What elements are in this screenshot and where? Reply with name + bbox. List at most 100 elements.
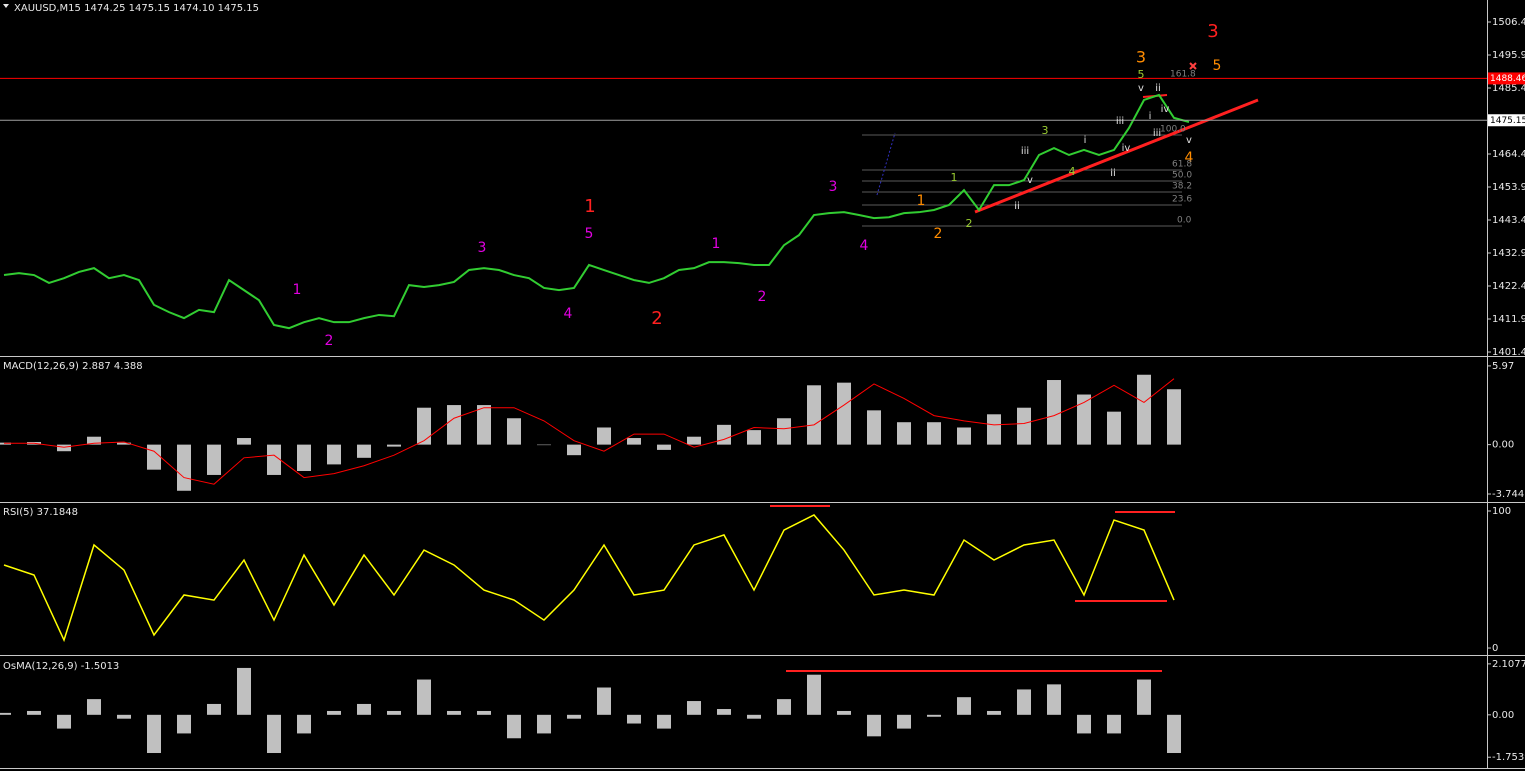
histogram-bar <box>567 714 581 719</box>
wave-label: 4 <box>1185 150 1194 166</box>
wave-label: 3 <box>478 240 487 256</box>
histogram-bar <box>927 714 941 717</box>
y-tick-label: 2.1077 <box>1492 659 1525 670</box>
histogram-bar <box>867 714 881 737</box>
trend-line <box>974 98 1259 214</box>
histogram-bar <box>147 714 161 754</box>
y-tick-label: 1422.41 <box>1492 281 1525 292</box>
wave-label: v <box>1186 135 1192 146</box>
histogram-bar <box>1077 714 1091 734</box>
y-tick-label: 1432.91 <box>1492 248 1525 259</box>
histogram-bar <box>267 444 281 475</box>
histogram-bar <box>327 710 341 715</box>
histogram-bar <box>927 422 941 445</box>
target-marker <box>1189 62 1197 70</box>
histogram-bar <box>687 436 701 445</box>
histogram-bar <box>747 714 761 719</box>
histogram-bar <box>117 714 131 719</box>
histogram-bar <box>477 710 491 715</box>
histogram-bar <box>447 710 461 715</box>
histogram-bar <box>987 414 1001 445</box>
y-tick-label: 5.97 <box>1492 361 1514 372</box>
histogram-bar <box>987 710 1001 715</box>
wave-label: 4 <box>1069 165 1076 178</box>
histogram-bar <box>657 714 671 729</box>
histogram-bar <box>267 714 281 754</box>
histogram-bar <box>807 674 821 715</box>
wave-label: i <box>1084 135 1087 146</box>
wave-label: v <box>1027 175 1033 186</box>
series-line <box>3 514 1175 643</box>
wave-label: 3 <box>829 179 838 195</box>
series-line <box>3 93 1190 330</box>
wave-label: v <box>1138 83 1144 94</box>
fib-label: 23.6 <box>1172 195 1192 205</box>
wave-label: ii <box>1155 83 1161 94</box>
price-tag-label: 1475.15 <box>1490 116 1525 126</box>
histogram-bar <box>237 667 251 715</box>
histogram-bar <box>627 714 641 724</box>
histogram-bar <box>357 444 371 458</box>
histogram-bar <box>117 442 131 445</box>
histogram-bar <box>447 405 461 445</box>
fib-label: 0.0 <box>1177 216 1192 226</box>
histogram-bar <box>207 703 221 715</box>
histogram-bar <box>0 712 11 715</box>
histogram-bar <box>387 444 401 447</box>
wave-label: ii <box>1014 201 1020 212</box>
histogram-bar <box>297 714 311 734</box>
histogram-bar <box>777 699 791 715</box>
wave-label: i <box>1149 111 1152 122</box>
marker-stroke <box>1189 62 1197 70</box>
histogram-bar <box>357 703 371 715</box>
wave-label: iii <box>1116 116 1124 127</box>
histogram-bar <box>717 424 731 445</box>
fib-label: 161.8 <box>1170 70 1196 80</box>
histogram-bar <box>1107 714 1121 734</box>
wave-label: 2 <box>934 226 943 242</box>
y-tick-label: 100 <box>1492 506 1511 517</box>
histogram-bar <box>57 444 71 452</box>
wave-label: 5 <box>1213 58 1222 74</box>
histogram-bar <box>1077 394 1091 445</box>
histogram-bar <box>507 714 521 739</box>
histogram-bar <box>777 418 791 445</box>
wave-label: 1 <box>293 282 302 298</box>
panel-title: OsMA(12,26,9) -1.5013 <box>3 661 119 672</box>
y-tick-label: -3.744 <box>1492 489 1524 500</box>
price-tag-label: 1488.46 <box>1490 74 1525 84</box>
histogram-bar <box>957 427 971 445</box>
fib-label: 38.2 <box>1172 182 1192 192</box>
panel-title: MACD(12,26,9) 2.887 4.388 <box>3 361 143 372</box>
panel-title: RSI(5) 37.1848 <box>3 507 78 518</box>
histogram-bar <box>297 444 311 471</box>
histogram-bar <box>1167 389 1181 445</box>
histogram-bar <box>1137 679 1151 715</box>
y-tick-label: 1506.41 <box>1492 17 1525 28</box>
histogram-bar <box>417 679 431 715</box>
histogram-bar <box>327 444 341 465</box>
histogram-bar <box>957 697 971 715</box>
wave-label: 1 <box>951 171 958 184</box>
wave-label: 4 <box>860 238 869 254</box>
fib-label: 100.0 <box>1160 125 1186 135</box>
histogram-bar <box>1047 380 1061 445</box>
histogram-bar <box>627 438 641 445</box>
wave-label: 2 <box>758 289 767 305</box>
histogram-bar <box>747 430 761 445</box>
y-tick-label: 1401.41 <box>1492 347 1525 358</box>
wave-label: iii <box>1021 146 1029 157</box>
histogram-bar <box>147 444 161 470</box>
y-tick-label: 1464.41 <box>1492 149 1525 160</box>
wave-label: 1 <box>917 193 926 209</box>
y-tick-label: -1.7539 <box>1492 752 1525 763</box>
y-tick-label: 0 <box>1492 643 1498 654</box>
histogram-bar <box>687 701 701 715</box>
histogram-bar <box>597 427 611 445</box>
fib-ray <box>876 132 896 196</box>
wave-label: 2 <box>966 217 973 230</box>
menu-icon[interactable] <box>3 4 9 8</box>
price-tag <box>1488 114 1525 127</box>
histogram-bar <box>867 410 881 445</box>
